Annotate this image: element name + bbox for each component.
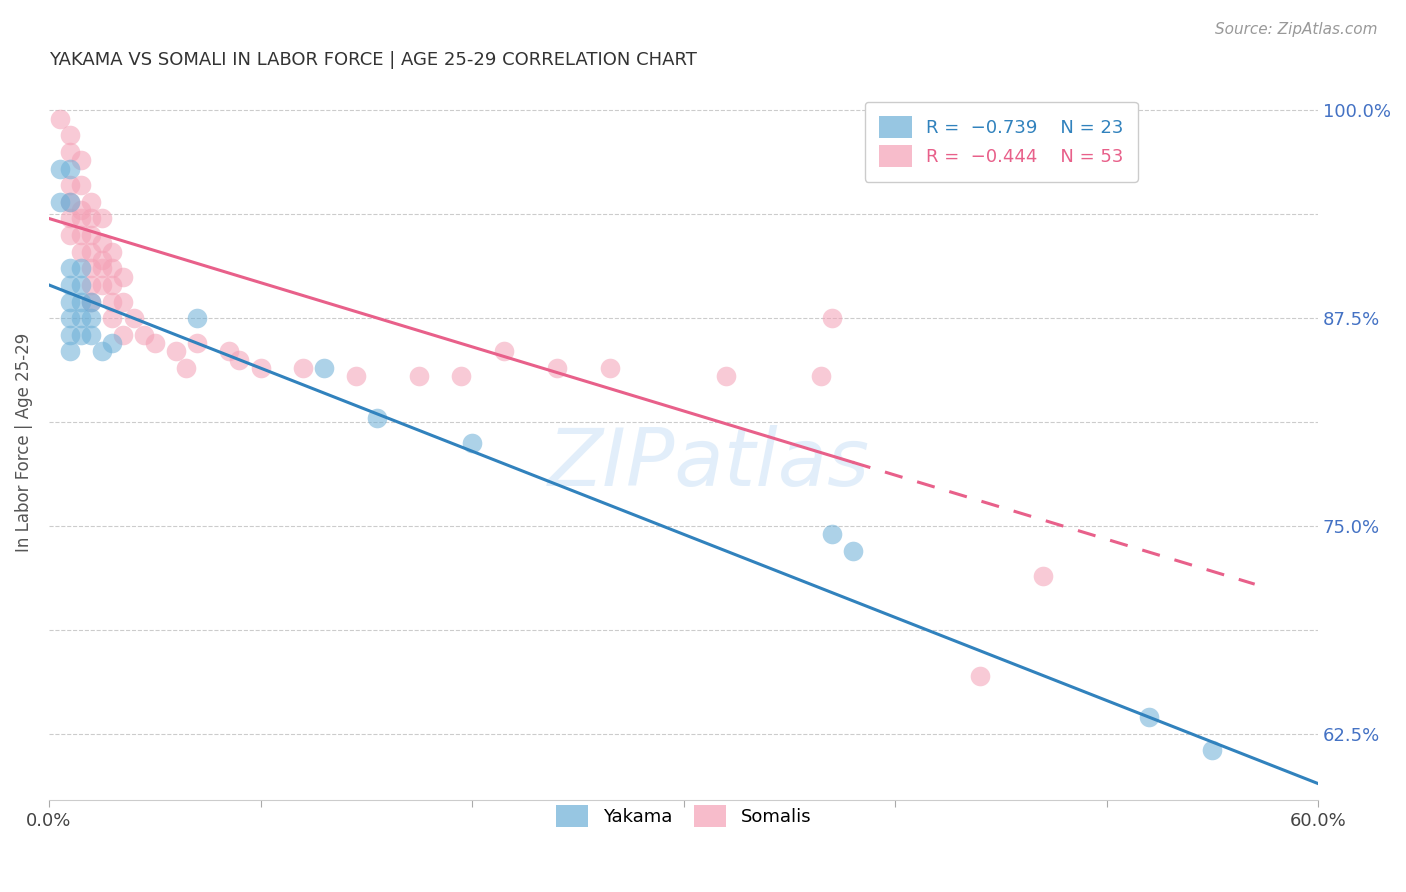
Text: ZIPatlas: ZIPatlas (548, 425, 870, 503)
Point (69, 244, 91, 259)
Point (90, 211, 112, 226)
Legend: Yakama, Somalis: Yakama, Somalis (548, 797, 818, 834)
Point (90, 344, 112, 359)
Point (90, 261, 112, 276)
Point (111, 327, 134, 342)
Point (143, 336, 166, 351)
Point (80, 194, 103, 209)
Point (90, 236, 112, 251)
Point (80, 211, 103, 226)
Point (59, 145, 82, 159)
Point (101, 261, 124, 276)
Text: YAKAMA VS SOMALI IN LABOR FORCE | AGE 25-29 CORRELATION CHART: YAKAMA VS SOMALI IN LABOR FORCE | AGE 25… (49, 51, 697, 69)
Point (969, 668, 991, 682)
Point (69, 228, 91, 243)
Point (59, 344, 82, 359)
Point (69, 203, 91, 218)
Point (59, 211, 82, 226)
Point (186, 336, 208, 351)
Point (101, 277, 124, 292)
Point (1201, 743, 1223, 757)
Point (366, 411, 388, 425)
Point (134, 327, 156, 342)
Point (90, 253, 112, 268)
Point (546, 361, 568, 376)
Point (69, 277, 91, 292)
Point (1137, 710, 1160, 724)
Point (59, 194, 82, 209)
Point (111, 294, 134, 309)
Point (69, 261, 91, 276)
Point (450, 369, 472, 384)
Point (80, 294, 103, 309)
Point (344, 369, 367, 384)
Point (249, 361, 271, 376)
Point (80, 311, 103, 326)
Point (59, 327, 82, 342)
Point (408, 369, 430, 384)
Point (122, 311, 145, 326)
Point (90, 277, 112, 292)
Point (80, 327, 103, 342)
Y-axis label: In Labor Force | Age 25-29: In Labor Force | Age 25-29 (15, 334, 32, 552)
Point (80, 228, 103, 243)
Point (59, 311, 82, 326)
Point (59, 161, 82, 176)
Point (59, 277, 82, 292)
Point (69, 211, 91, 226)
Point (218, 344, 240, 359)
Point (69, 311, 91, 326)
Point (69, 178, 91, 193)
Point (48, 194, 70, 209)
Point (69, 327, 91, 342)
Point (101, 294, 124, 309)
Point (820, 527, 842, 541)
Point (101, 244, 124, 259)
Point (59, 194, 82, 209)
Point (714, 369, 737, 384)
Point (599, 361, 621, 376)
Point (59, 294, 82, 309)
Text: Source: ZipAtlas.com: Source: ZipAtlas.com (1215, 22, 1378, 37)
Point (80, 261, 103, 276)
Point (312, 361, 335, 376)
Point (80, 294, 103, 309)
Point (228, 352, 250, 367)
Point (59, 128, 82, 143)
Point (461, 435, 484, 450)
Point (59, 178, 82, 193)
Point (48, 112, 70, 126)
Point (101, 311, 124, 326)
Point (165, 344, 187, 359)
Point (176, 361, 198, 376)
Point (80, 244, 103, 259)
Point (1032, 569, 1054, 583)
Point (111, 269, 134, 284)
Point (492, 344, 515, 359)
Point (69, 294, 91, 309)
Point (48, 161, 70, 176)
Point (842, 544, 865, 558)
Point (101, 336, 124, 351)
Point (810, 369, 832, 384)
Point (80, 277, 103, 292)
Point (59, 228, 82, 243)
Point (291, 361, 314, 376)
Point (186, 311, 208, 326)
Point (820, 311, 842, 326)
Point (69, 153, 91, 168)
Point (59, 261, 82, 276)
